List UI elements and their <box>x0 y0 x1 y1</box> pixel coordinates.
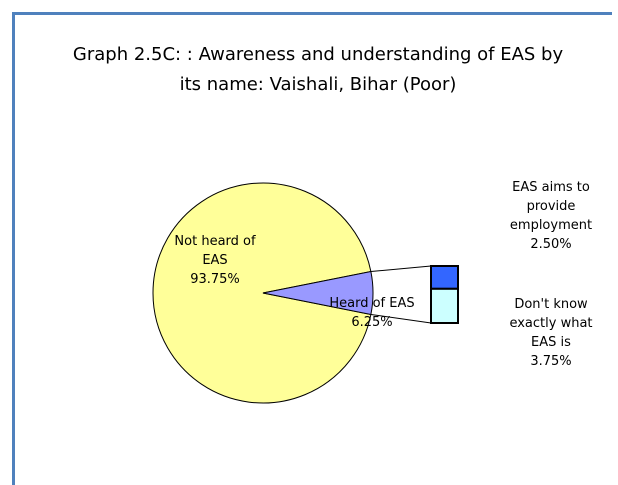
slice-name: Not heard of EAS <box>174 234 256 268</box>
connector <box>370 313 432 324</box>
bar-label: Don't know exactly what EAS is 3.75% <box>495 295 607 371</box>
pie-slice <box>152 182 372 404</box>
slice-label: Heard of EAS 6.25% <box>312 294 432 332</box>
slice-label: Not heard of EAS 93.75% <box>160 232 270 289</box>
bar-label: EAS aims to provide employment 2.50% <box>495 178 607 254</box>
slice-name: Heard of EAS <box>329 296 415 311</box>
chart-frame <box>12 12 612 485</box>
bar-name: EAS aims to provide employment <box>509 180 593 233</box>
bar-value: 2.50% <box>530 237 572 252</box>
connector <box>370 265 432 273</box>
bar-segment <box>430 265 459 290</box>
slice-value: 6.25% <box>351 315 393 330</box>
chart-title: Graph 2.5C: : Awareness and understandin… <box>72 44 564 95</box>
bar-name: Don't know exactly what EAS is <box>509 297 593 350</box>
bar-segment <box>430 287 459 324</box>
bar-value: 3.75% <box>530 354 572 369</box>
slice-value: 93.75% <box>190 272 240 287</box>
